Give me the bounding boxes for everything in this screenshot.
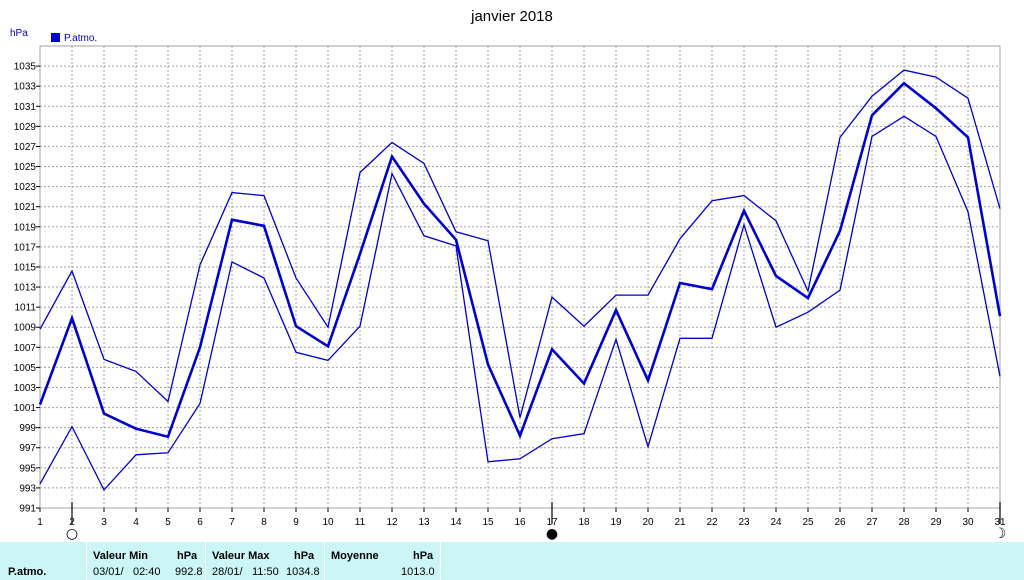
x-tick-label: 1 xyxy=(37,517,43,528)
y-tick-label: 999 xyxy=(19,423,36,434)
x-tick-label: 4 xyxy=(133,517,139,528)
max-time: 11:50 xyxy=(252,566,279,578)
y-tick-label: 1031 xyxy=(14,102,37,113)
x-tick-label: 27 xyxy=(866,517,878,528)
x-tick-label: 7 xyxy=(229,517,235,528)
x-tick-label: 13 xyxy=(418,517,430,528)
y-tick-label: 1027 xyxy=(14,142,37,153)
y-tick-label: 1001 xyxy=(14,403,37,414)
x-tick-label: 6 xyxy=(197,517,203,528)
min-header: Valeur Min xyxy=(93,550,149,562)
stats-mean-cell: Moyenne hPa 1013.0 xyxy=(325,542,440,580)
stats-row-label: P.atmo. xyxy=(8,566,47,578)
series-line-mean xyxy=(38,81,1002,440)
y-tick-label: 991 xyxy=(19,504,36,515)
y-tick-label: 1015 xyxy=(14,262,37,273)
mean-value: 1013.0 xyxy=(401,566,435,578)
x-tick-label: 3 xyxy=(101,517,107,528)
pressure-chart: 9919939959979991001100310051007100910111… xyxy=(10,8,1006,542)
moon-phase-icon: ● xyxy=(546,526,558,542)
x-tick-label: 14 xyxy=(450,517,462,528)
max-header: Valeur Max xyxy=(212,550,270,562)
x-tick-label: 26 xyxy=(834,517,846,528)
y-tick-label: 1023 xyxy=(14,182,37,193)
y-tick-label: 1033 xyxy=(14,82,37,93)
x-tick-label: 5 xyxy=(165,517,171,528)
moon-phase-icon: ☽ xyxy=(994,526,1007,542)
max-unit: hPa xyxy=(294,550,315,562)
y-tick-label: 1005 xyxy=(14,363,37,374)
x-tick-label: 11 xyxy=(355,517,366,528)
stats-divider xyxy=(205,542,206,580)
y-tick-label: 1003 xyxy=(14,383,37,394)
y-tick-label: 1019 xyxy=(14,222,37,233)
stats-divider xyxy=(324,542,325,580)
x-tick-label: 10 xyxy=(322,517,334,528)
min-value: 992.8 xyxy=(175,566,203,578)
x-tick-label: 18 xyxy=(578,517,590,528)
y-tick-label: 1035 xyxy=(14,62,37,73)
x-tick-label: 24 xyxy=(770,517,782,528)
x-tick-label: 22 xyxy=(706,517,718,528)
y-tick-label: 1025 xyxy=(14,162,37,173)
y-tick-label: 1013 xyxy=(14,283,37,294)
y-tick-label: 1021 xyxy=(14,202,37,213)
x-tick-label: 16 xyxy=(514,517,526,528)
y-tick-label: 995 xyxy=(19,463,36,474)
min-date: 03/01/ xyxy=(93,566,124,578)
x-tick-label: 8 xyxy=(261,517,267,528)
min-time: 02:40 xyxy=(133,566,161,578)
y-tick-label: 1007 xyxy=(14,343,37,354)
y-tick-label: 1011 xyxy=(14,303,36,314)
y-tick-label: 997 xyxy=(19,443,36,454)
x-tick-label: 19 xyxy=(610,517,622,528)
y-tick-label: 1017 xyxy=(14,242,37,253)
x-tick-label: 29 xyxy=(930,517,942,528)
y-tick-label: 993 xyxy=(19,483,36,494)
y-axis-unit: hPa xyxy=(10,28,28,39)
stats-divider xyxy=(440,542,441,580)
legend-swatch xyxy=(51,33,60,42)
min-unit: hPa xyxy=(177,550,198,562)
legend-label: P.atmo. xyxy=(64,33,97,44)
moon-phase-icon: ○ xyxy=(66,526,78,542)
x-tick-label: 28 xyxy=(898,517,910,528)
max-date: 28/01/ xyxy=(212,566,243,578)
x-tick-label: 12 xyxy=(386,517,398,528)
stats-max-cell: Valeur Max hPa 28/01/ 11:50 1034.8 xyxy=(206,542,324,580)
y-tick-label: 1009 xyxy=(14,323,37,334)
x-tick-label: 23 xyxy=(738,517,750,528)
moon-phase-markers: ○ ● ☽ xyxy=(66,502,1006,542)
mean-unit: hPa xyxy=(413,550,434,562)
stats-row-label-cell: P.atmo. xyxy=(0,542,86,580)
x-tick-label: 25 xyxy=(802,517,814,528)
x-tick-label: 9 xyxy=(293,517,299,528)
series-line-min xyxy=(39,115,1001,492)
chart-title: janvier 2018 xyxy=(470,8,553,25)
x-tick-label: 15 xyxy=(482,517,494,528)
x-tick-label: 20 xyxy=(642,517,654,528)
stats-divider xyxy=(86,542,87,580)
mean-header: Moyenne xyxy=(331,550,379,562)
stats-min-cell: Valeur Min hPa 03/01/ 02:40 992.8 xyxy=(87,542,205,580)
series-line-max xyxy=(39,69,1001,418)
statistics-bar: P.atmo. Valeur Min hPa 03/01/ 02:40 992.… xyxy=(0,542,1024,580)
x-tick-label: 21 xyxy=(674,517,686,528)
max-value: 1034.8 xyxy=(286,566,320,578)
x-tick-label: 30 xyxy=(962,517,974,528)
data-series xyxy=(38,69,1002,492)
y-tick-label: 1029 xyxy=(14,122,37,133)
